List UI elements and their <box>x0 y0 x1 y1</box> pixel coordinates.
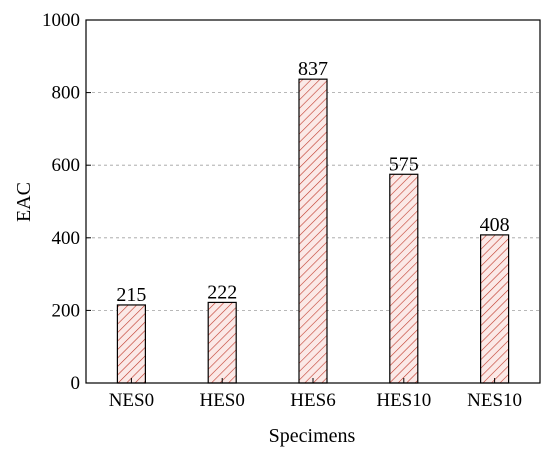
data-label: 837 <box>298 58 328 80</box>
x-axis-title: Specimens <box>269 425 356 447</box>
y-axis-title: EAC <box>13 182 35 222</box>
x-tick-label: HES10 <box>376 390 431 411</box>
y-tick-label: 600 <box>52 155 81 176</box>
data-labels: 215 222 837 575 408 <box>116 58 509 306</box>
x-tick-label: HES0 <box>199 390 244 411</box>
data-label: 215 <box>116 284 146 306</box>
data-label: 575 <box>389 153 419 175</box>
bars <box>116 78 510 384</box>
bar-hes10 <box>389 173 419 384</box>
y-tick-label: 0 <box>71 373 81 394</box>
bar-hes0 <box>207 301 237 384</box>
bar-hes6 <box>298 78 328 384</box>
plot-frame <box>85 19 541 384</box>
x-tick-label: NES0 <box>109 390 154 411</box>
data-label: 222 <box>207 281 237 303</box>
x-tick-label: HES6 <box>290 390 335 411</box>
x-tick-label: NES10 <box>467 390 522 411</box>
data-label: 408 <box>480 214 510 236</box>
y-tick-label: 400 <box>52 228 81 249</box>
bar-nes0 <box>116 304 147 384</box>
y-tick-label: 1000 <box>42 10 80 31</box>
axes: NES0 HES0 HES6 HES10 NES10 0 200 400 600 800 1000 <box>42 10 541 411</box>
y-tick-label: 800 <box>52 83 81 104</box>
bar-nes10 <box>480 234 510 384</box>
y-tick-label: 200 <box>52 300 81 321</box>
